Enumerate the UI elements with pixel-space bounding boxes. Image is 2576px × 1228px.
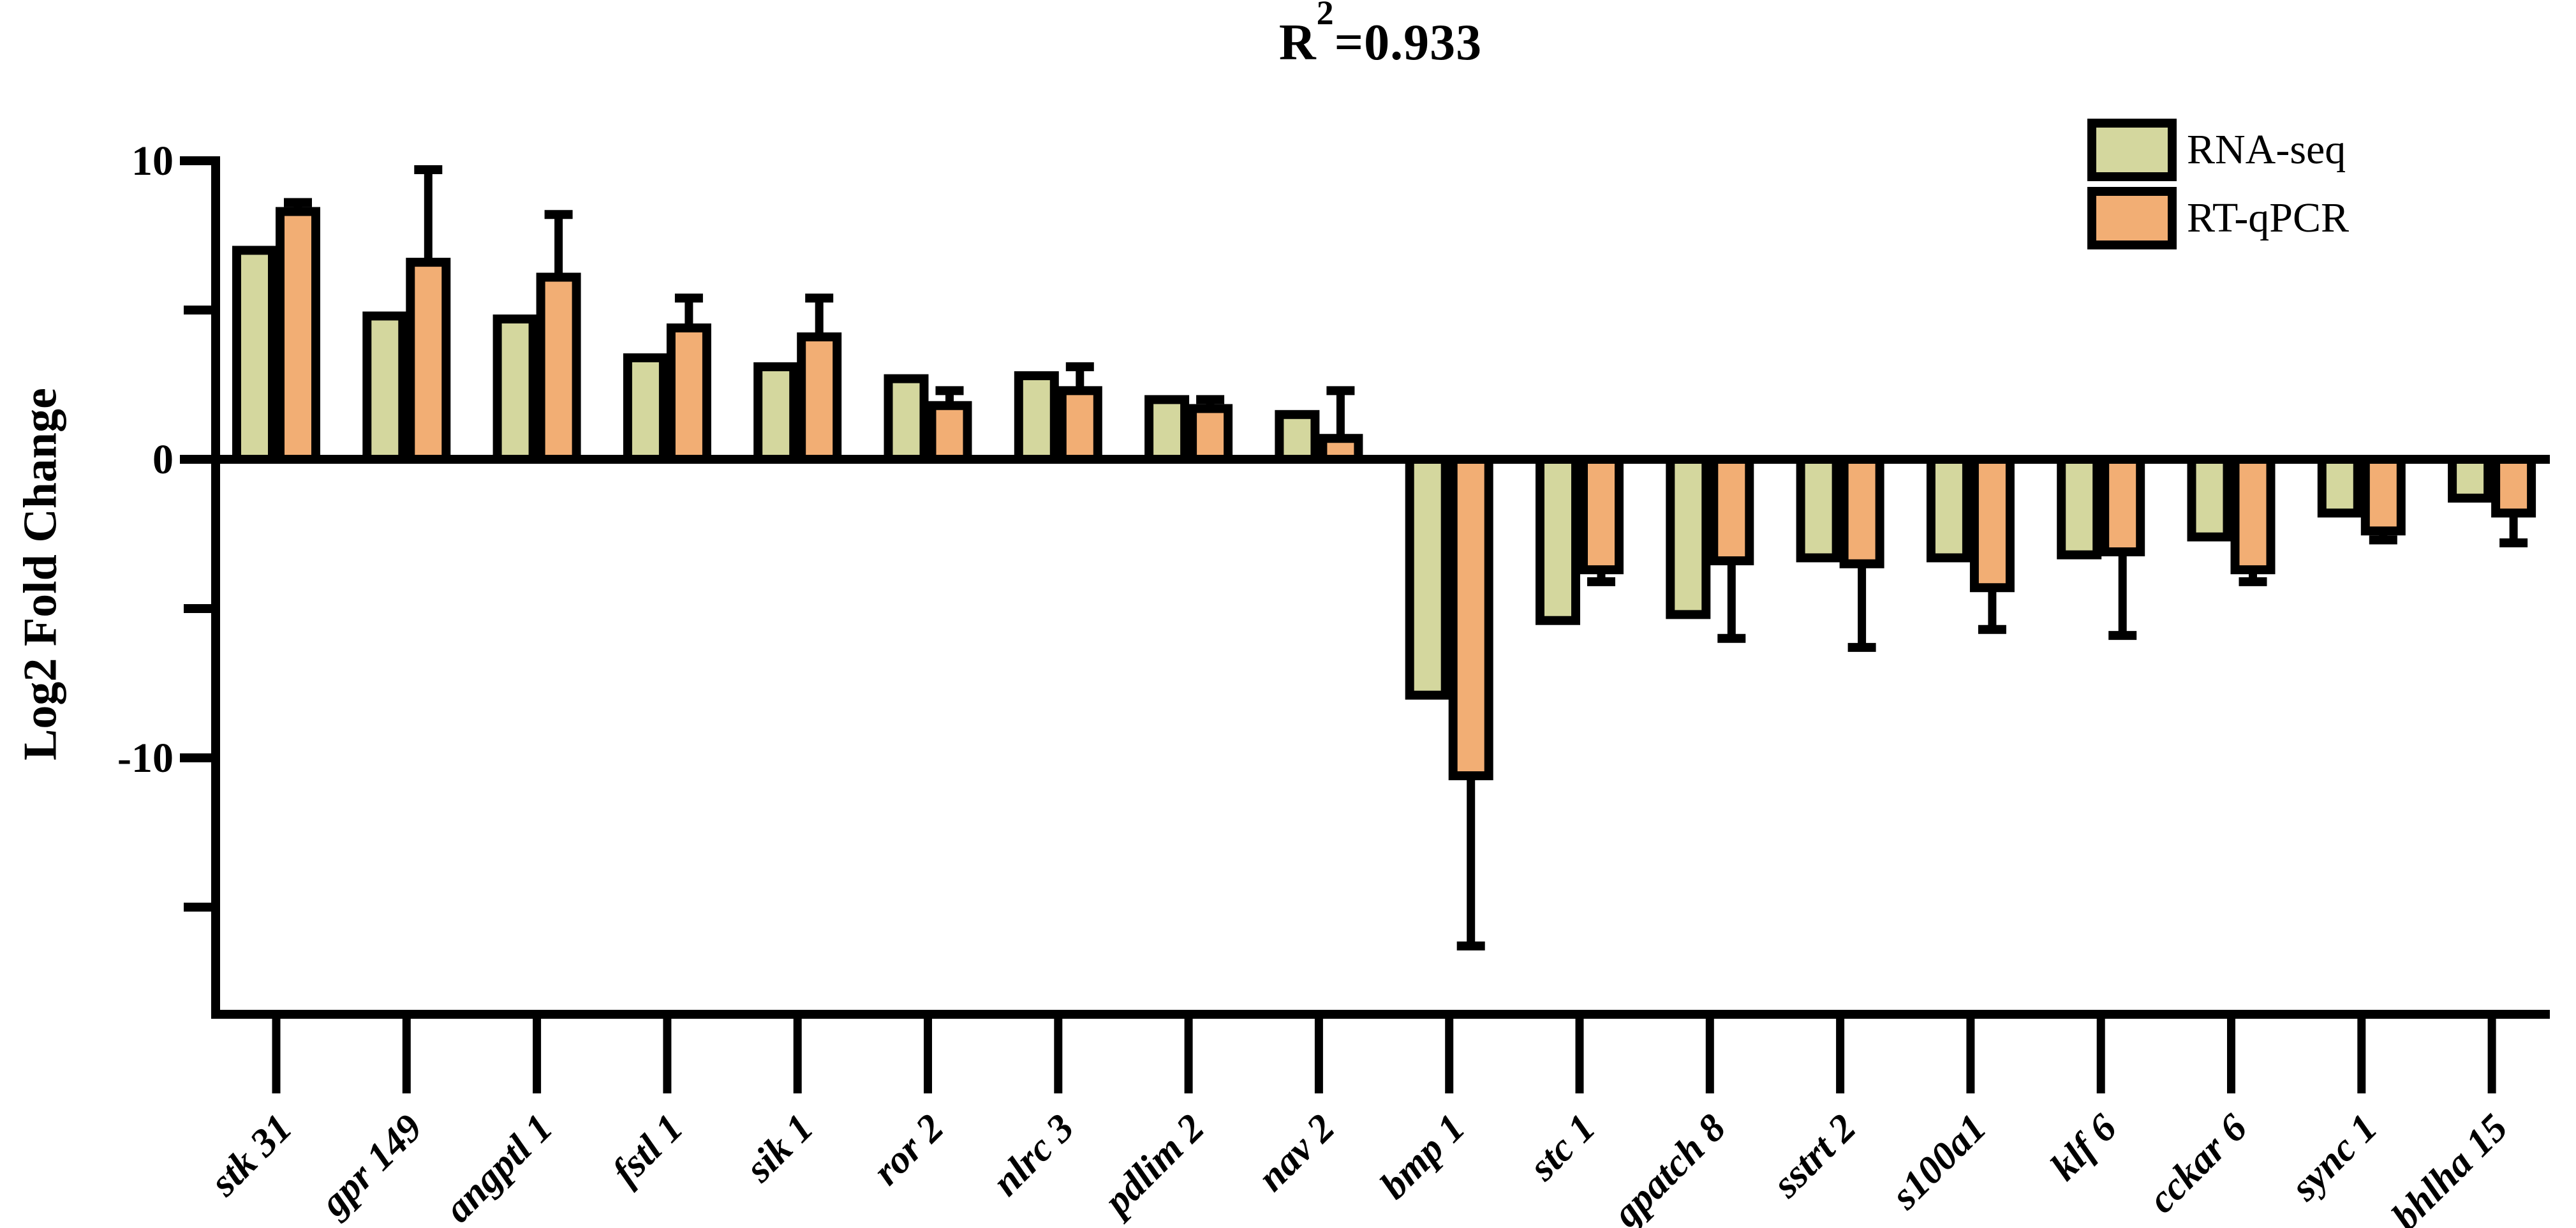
x-label-sik-1: sik 1 — [737, 1106, 822, 1191]
x-label-ror-2: ror 2 — [864, 1106, 952, 1194]
bar-rnaseq-stc-1 — [1536, 455, 1580, 625]
chart-title-base: R — [1278, 15, 1317, 71]
x-label-stc-1: stc 1 — [1521, 1106, 1604, 1189]
bar-rtqpcr-bmp-1 — [1448, 455, 1493, 781]
bar-rtqpcr-pdlim-2 — [1188, 404, 1233, 464]
x-label-gpr-149: gpr 149 — [311, 1106, 431, 1225]
bar-rtqpcr-sync-1 — [2360, 455, 2406, 536]
x-label-sstrt-2: sstrt 2 — [1764, 1106, 1864, 1206]
chart-title-rest: =0.933 — [1334, 15, 1483, 71]
x-label-gpatch-8: gpatch 8 — [1604, 1106, 1734, 1228]
bar-rnaseq-bhlha-15 — [2448, 455, 2493, 503]
bar-rnaseq-fstl-1 — [623, 353, 668, 464]
bar-rnaseq-sync-1 — [2317, 455, 2362, 518]
x-label-nav-2: nav 2 — [1250, 1106, 1344, 1200]
bar-rtqpcr-nlrc-3 — [1057, 386, 1102, 464]
x-label-pdlim-2: pdlim 2 — [1093, 1106, 1213, 1225]
bar-rtqpcr-sstrt-2 — [1839, 455, 1884, 568]
legend-swatch-rtqpcr — [2087, 187, 2177, 249]
bar-rnaseq-sik-1 — [753, 362, 799, 464]
y-tick-label--10: -10 — [117, 735, 174, 781]
x-label-fstl-1: fstl 1 — [604, 1106, 692, 1194]
legend-label-rtqpcr: RT-qPCR — [2187, 195, 2350, 241]
bar-rtqpcr-sik-1 — [797, 332, 842, 464]
bar-rnaseq-nlrc-3 — [1014, 371, 1059, 464]
legend-swatch-rnaseq — [2087, 119, 2177, 181]
bar-rtqpcr-klf-6 — [2100, 455, 2145, 557]
legend-label-rnaseq: RNA-seq — [2187, 126, 2346, 173]
bar-rnaseq-nav-2 — [1275, 410, 1320, 464]
x-label-bhlha-15: bhlha 15 — [2383, 1106, 2516, 1228]
bar-rtqpcr-fstl-1 — [666, 323, 711, 464]
x-label-cckar-6: cckar 6 — [2140, 1106, 2256, 1222]
bar-rnaseq-s100a1 — [1926, 455, 1971, 563]
bar-rnaseq-sstrt-2 — [1796, 455, 1841, 563]
bar-rtqpcr-ror-2 — [927, 401, 972, 464]
chart-title-exponent: 2 — [1316, 0, 1335, 33]
bar-rtqpcr-gpr-149 — [406, 258, 451, 464]
y-tick-label-10: 10 — [131, 138, 174, 184]
bar-rnaseq-angptl-1 — [492, 314, 538, 464]
bar-rtqpcr-cckar-6 — [2230, 455, 2276, 575]
bar-rtqpcr-stc-1 — [1579, 455, 1624, 575]
bar-rnaseq-ror-2 — [884, 374, 929, 464]
bar-rnaseq-stk-31 — [232, 246, 277, 464]
bar-rnaseq-gpr-149 — [362, 311, 408, 464]
bar-rtqpcr-gpatch-8 — [1709, 455, 1754, 566]
bar-rtqpcr-s100a1 — [1969, 455, 2015, 593]
x-label-sync-1: sync 1 — [2283, 1106, 2386, 1210]
legend: RNA-seq RT-qPCR — [2087, 119, 2349, 249]
bar-rtqpcr-stk-31 — [276, 207, 320, 464]
bar-rnaseq-cckar-6 — [2187, 455, 2232, 542]
bar-rtqpcr-angptl-1 — [536, 272, 581, 464]
x-label-klf-6: klf 6 — [2042, 1106, 2125, 1189]
legend-item-rnaseq: RNA-seq — [2087, 119, 2349, 181]
y-axis-label: Log2 Fold Change — [14, 388, 67, 760]
bar-rnaseq-pdlim-2 — [1144, 395, 1190, 464]
legend-item-rtqpcr: RT-qPCR — [2087, 187, 2349, 249]
chart-title: R2=0.933 — [211, 0, 2550, 72]
x-label-stk-31: stk 31 — [202, 1106, 300, 1205]
y-tick-label-0: 0 — [152, 436, 174, 483]
bar-rnaseq-gpatch-8 — [1666, 455, 1711, 619]
x-label-s100a1: s100a1 — [1883, 1106, 1994, 1218]
bar-rnaseq-klf-6 — [2057, 455, 2102, 559]
x-label-bmp-1: bmp 1 — [1372, 1106, 1474, 1208]
x-label-nlrc-3: nlrc 3 — [984, 1106, 1083, 1204]
x-label-angptl-1: angptl 1 — [436, 1106, 561, 1228]
bar-rtqpcr-bhlha-15 — [2491, 455, 2536, 518]
bar-rnaseq-bmp-1 — [1405, 455, 1450, 700]
